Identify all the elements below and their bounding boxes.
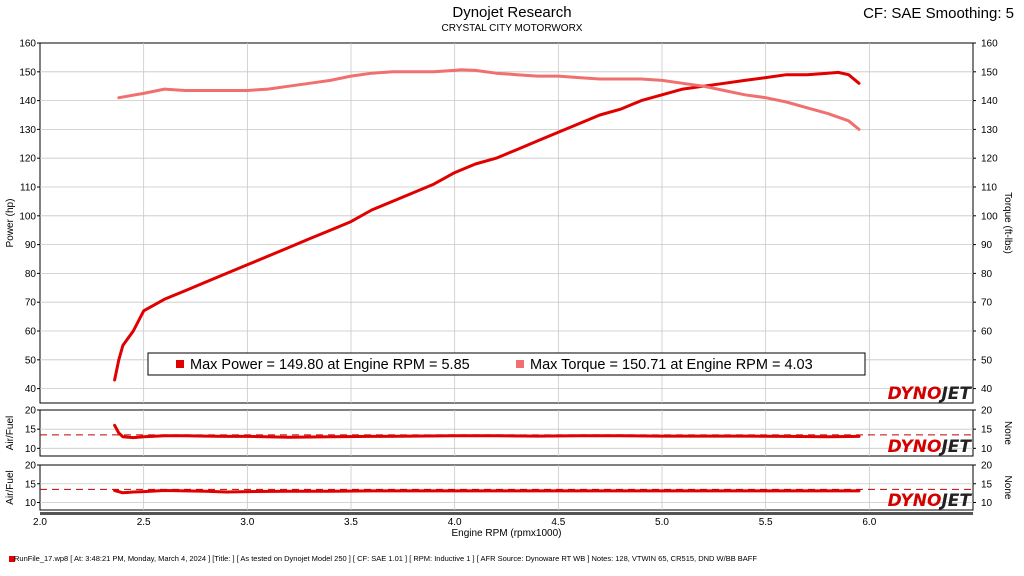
chart-subtitle: CRYSTAL CITY MOTORWORX bbox=[441, 23, 583, 34]
dynojet-logo: DYNOJET bbox=[888, 384, 973, 404]
x-tick-label: 2.5 bbox=[137, 517, 151, 528]
run-info-footer: RunFile_17.wp8 [ At: 3:48:21 PM, Monday,… bbox=[14, 554, 757, 563]
legend-label-torque: Max Torque = 150.71 at Engine RPM = 4.03 bbox=[530, 357, 813, 373]
air-fuel-series-line bbox=[113, 423, 861, 440]
chart-title: Dynojet Research bbox=[452, 4, 572, 21]
x-tick-label: 4.5 bbox=[551, 517, 565, 528]
correction-factor-label: CF: SAE Smoothing: 5 bbox=[863, 5, 1014, 22]
y-tick-label: 90 bbox=[25, 240, 37, 251]
y-tick-label: 10 bbox=[25, 498, 37, 509]
y-tick-label: 100 bbox=[19, 211, 36, 222]
y-tick-label-right: 90 bbox=[981, 240, 993, 251]
y-tick-label: 10 bbox=[25, 444, 37, 455]
y-tick-label-right: 160 bbox=[981, 39, 998, 50]
y-axis-title: Air/Fuel bbox=[5, 470, 16, 504]
x-tick-label: 5.0 bbox=[655, 517, 669, 528]
y-tick-label: 80 bbox=[25, 269, 37, 280]
y-tick-label-right: 130 bbox=[981, 125, 998, 136]
y-tick-label-right: 20 bbox=[981, 461, 993, 472]
y-axis-title-right: None bbox=[1002, 476, 1013, 500]
svg-text:DYNOJET: DYNOJET bbox=[888, 437, 973, 457]
y-tick-label-right: 60 bbox=[981, 327, 993, 338]
y-tick-label-right: 150 bbox=[981, 67, 998, 78]
x-tick-label: 5.5 bbox=[759, 517, 773, 528]
y-tick-label-right: 10 bbox=[981, 444, 993, 455]
y-tick-label: 110 bbox=[20, 183, 36, 194]
y-tick-label: 140 bbox=[19, 96, 36, 107]
torque-series-line bbox=[117, 68, 861, 131]
svg-text:DYNOJET: DYNOJET bbox=[888, 384, 973, 404]
legend-box bbox=[147, 352, 866, 376]
plot-area bbox=[39, 409, 974, 457]
y-tick-label-right: 120 bbox=[981, 154, 998, 165]
x-axis-title: Engine RPM (rpmx1000) bbox=[451, 528, 561, 539]
y-axis-title-right: Torque (ft-lbs) bbox=[1002, 192, 1013, 254]
y-tick-label-right: 110 bbox=[981, 183, 997, 194]
y-tick-label: 60 bbox=[25, 327, 37, 338]
y-tick-label-right: 80 bbox=[981, 269, 993, 280]
plot-area bbox=[39, 42, 974, 404]
dynojet-logo: DYNOJET bbox=[888, 437, 973, 457]
y-tick-label: 130 bbox=[19, 125, 36, 136]
y-axis-title: Power (hp) bbox=[5, 199, 16, 248]
y-tick-label: 150 bbox=[19, 67, 36, 78]
legend-label-power: Max Power = 149.80 at Engine RPM = 5.85 bbox=[190, 357, 470, 373]
x-axis-track bbox=[40, 512, 973, 515]
y-tick-label-right: 10 bbox=[981, 498, 993, 509]
y-tick-label-right: 40 bbox=[981, 384, 993, 395]
legend: Max Power = 149.80 at Engine RPM = 5.85 M… bbox=[147, 352, 866, 376]
air-fuel-series-line bbox=[113, 489, 861, 495]
y-tick-label: 20 bbox=[25, 406, 37, 417]
svg-text:DYNOJET: DYNOJET bbox=[888, 491, 973, 511]
legend-swatch-power bbox=[176, 360, 184, 368]
x-tick-label: 4.0 bbox=[448, 517, 462, 528]
y-tick-label: 120 bbox=[19, 154, 36, 165]
y-axis-title-right: None bbox=[1002, 421, 1013, 445]
y-tick-label: 40 bbox=[25, 384, 37, 395]
y-tick-label: 15 bbox=[25, 425, 37, 436]
y-tick-label-right: 50 bbox=[981, 355, 993, 366]
y-tick-label-right: 15 bbox=[981, 479, 993, 490]
y-tick-label: 160 bbox=[19, 39, 36, 50]
x-tick-label: 3.5 bbox=[344, 517, 358, 528]
y-tick-label-right: 15 bbox=[981, 425, 993, 436]
y-tick-label-right: 20 bbox=[981, 406, 993, 417]
x-tick-label: 3.0 bbox=[240, 517, 254, 528]
y-tick-label-right: 140 bbox=[981, 96, 998, 107]
power-series-line bbox=[113, 70, 861, 382]
y-tick-label-right: 70 bbox=[981, 298, 993, 309]
file-icon bbox=[9, 556, 15, 562]
legend-swatch-torque bbox=[516, 360, 524, 368]
y-tick-label-right: 100 bbox=[981, 211, 998, 222]
dynojet-logo: DYNOJET bbox=[888, 491, 973, 511]
y-tick-label: 15 bbox=[25, 479, 37, 490]
plot-area bbox=[39, 464, 974, 511]
y-tick-label: 70 bbox=[25, 298, 37, 309]
x-tick-label: 2.0 bbox=[33, 517, 47, 528]
y-tick-label: 20 bbox=[25, 461, 37, 472]
x-tick-label: 6.0 bbox=[862, 517, 876, 528]
y-axis-title: Air/Fuel bbox=[5, 416, 16, 450]
y-tick-label: 50 bbox=[25, 355, 37, 366]
